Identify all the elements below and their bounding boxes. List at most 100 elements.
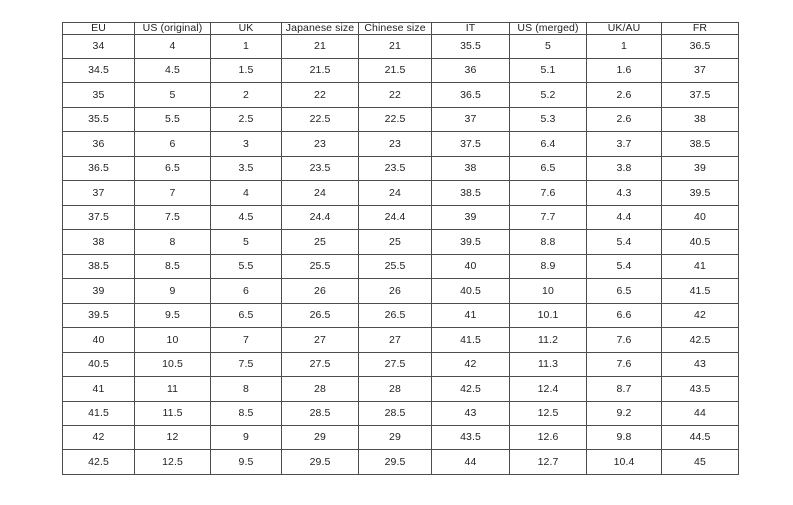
table-header-row: EU US (original) UK Japanese size Chinese si… [62, 22, 739, 35]
table-row: 34.5 4.5 1.5 21.5 21.5 36 5.1 1.6 37 [62, 57, 739, 84]
table-cell: 10 [134, 327, 211, 353]
table-cell: 10.4 [586, 449, 662, 475]
table-cell: 12.5 [134, 449, 211, 475]
table-cell: 36 [62, 131, 135, 157]
table-cell: 1.5 [210, 57, 282, 84]
table-cell: 43.5 [431, 424, 510, 451]
table-cell: 5 [210, 229, 282, 255]
table-cell: 40.5 [62, 351, 135, 378]
table-header: EU US (original) UK Japanese size Chinese si… [62, 22, 739, 35]
table-cell: 24 [281, 180, 359, 206]
table-cell: 9.5 [210, 449, 282, 475]
table-cell: 3.8 [586, 155, 662, 182]
table-cell: 7.6 [586, 327, 662, 353]
table-cell: 11.5 [134, 400, 211, 427]
column-header: Chinese size [358, 22, 432, 35]
table-cell: 7.7 [509, 204, 587, 231]
table-row: 36 6 3 23 23 37.5 6.4 3.7 38.5 [62, 131, 739, 157]
table-cell: 38 [62, 229, 135, 255]
table-cell: 37.5 [62, 204, 135, 231]
table-cell: 36.5 [62, 155, 135, 182]
table-cell: 40 [431, 253, 510, 280]
table-cell: 36.5 [661, 33, 739, 59]
table-cell: 34 [62, 33, 135, 59]
table-cell: 40.5 [431, 278, 510, 304]
table-cell: 39 [661, 155, 739, 182]
table-row: 41 11 8 28 28 42.5 12.4 8.7 43.5 [62, 376, 739, 402]
table-cell: 4 [134, 33, 211, 59]
table-cell: 27 [358, 327, 432, 353]
table-cell: 39 [431, 204, 510, 231]
table-cell: 44.5 [661, 424, 739, 451]
table-cell: 10.5 [134, 351, 211, 378]
table-cell: 42.5 [661, 327, 739, 353]
table-cell: 43 [431, 400, 510, 427]
table-cell: 37.5 [431, 131, 510, 157]
table-cell: 1 [210, 33, 282, 59]
table-cell: 24.4 [281, 204, 359, 231]
table-cell: 45 [661, 449, 739, 475]
table-cell: 6 [134, 131, 211, 157]
table-row: 42.5 12.5 9.5 29.5 29.5 44 12.7 10.4 45 [62, 449, 739, 475]
table-cell: 41.5 [661, 278, 739, 304]
table-cell: 12.6 [509, 424, 587, 451]
table-cell: 23.5 [358, 155, 432, 182]
table-cell: 39.5 [661, 180, 739, 206]
table-cell: 6.5 [509, 155, 587, 182]
table-cell: 5.5 [210, 253, 282, 280]
table-cell: 3.7 [586, 131, 662, 157]
table-cell: 2.5 [210, 106, 282, 133]
table-cell: 41.5 [62, 400, 135, 427]
table-cell: 7.6 [586, 351, 662, 378]
table-cell: 6 [210, 278, 282, 304]
table-cell: 34.5 [62, 57, 135, 84]
table-cell: 26.5 [281, 302, 359, 329]
table-cell: 21 [281, 33, 359, 59]
table-cell: 6.4 [509, 131, 587, 157]
table-cell: 40.5 [661, 229, 739, 255]
table-cell: 10 [509, 278, 587, 304]
table-cell: 7.6 [509, 180, 587, 206]
table-cell: 3 [210, 131, 282, 157]
table-cell: 44 [661, 400, 739, 427]
table-cell: 22.5 [281, 106, 359, 133]
table-row: 37 7 4 24 24 38.5 7.6 4.3 39.5 [62, 180, 739, 206]
table-cell: 6.5 [210, 302, 282, 329]
table-cell: 1 [586, 33, 662, 59]
table-cell: 37 [62, 180, 135, 206]
table-body: 34 4 1 21 21 35.5 5 1 36.5 34.5 4.5 1.5 21.5 21.5 36 5.… [62, 33, 739, 475]
column-header: US (original) [134, 22, 211, 35]
table-cell: 29 [358, 424, 432, 451]
table-cell: 25 [358, 229, 432, 255]
column-header: IT [431, 22, 510, 35]
table-cell: 5.4 [586, 253, 662, 280]
table-cell: 23 [281, 131, 359, 157]
table-cell: 2.6 [586, 106, 662, 133]
table-cell: 7.5 [210, 351, 282, 378]
column-header: UK [210, 22, 282, 35]
column-header: FR [661, 22, 739, 35]
table-cell: 5 [509, 33, 587, 59]
table-cell: 1.6 [586, 57, 662, 84]
table-cell: 28 [358, 376, 432, 402]
table-cell: 6.5 [134, 155, 211, 182]
table-cell: 37.5 [661, 82, 739, 108]
table-cell: 22 [358, 82, 432, 108]
table-cell: 38.5 [431, 180, 510, 206]
table-cell: 42 [431, 351, 510, 378]
table-cell: 42.5 [62, 449, 135, 475]
table-row: 38 8 5 25 25 39.5 8.8 5.4 40.5 [62, 229, 739, 255]
table-cell: 5.2 [509, 82, 587, 108]
table-cell: 8.9 [509, 253, 587, 280]
table-cell: 2 [210, 82, 282, 108]
table-cell: 24.4 [358, 204, 432, 231]
table-cell: 9 [134, 278, 211, 304]
table-cell: 21.5 [281, 57, 359, 84]
table-cell: 39.5 [62, 302, 135, 329]
table-row: 42 12 9 29 29 43.5 12.6 9.8 44.5 [62, 424, 739, 451]
table-cell: 21 [358, 33, 432, 59]
table-cell: 35.5 [62, 106, 135, 133]
table-row: 35.5 5.5 2.5 22.5 22.5 37 5.3 2.6 38 [62, 106, 739, 133]
table-cell: 4 [210, 180, 282, 206]
table-cell: 22.5 [358, 106, 432, 133]
